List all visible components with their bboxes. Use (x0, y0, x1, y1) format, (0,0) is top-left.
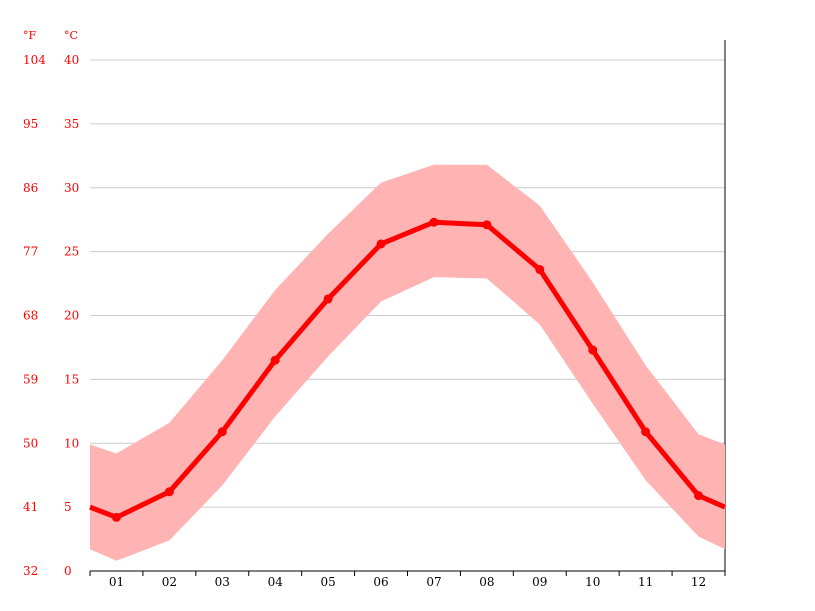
mean-point (217, 427, 227, 437)
y-tick-label-fahrenheit: 104 (23, 53, 46, 67)
y-tick-label-fahrenheit: 50 (23, 436, 38, 450)
mean-line-path (89, 219, 726, 520)
y-tick-label-celsius: 20 (64, 309, 79, 323)
x-tick-label: 01 (109, 575, 124, 589)
y-tick-label-celsius: 0 (64, 564, 72, 578)
temperature-range-band (90, 164, 725, 561)
range-band-area (90, 164, 725, 561)
y-tick-label-celsius: 10 (64, 436, 79, 450)
y-tick-label-celsius: 25 (64, 245, 79, 259)
mean-point (641, 427, 651, 437)
y-tick-label-fahrenheit: 86 (23, 181, 38, 195)
mean-temperature-line (89, 219, 726, 520)
mean-point (694, 491, 704, 501)
y-axis-ticks: 32 0 41 5 50 10 59 15 68 20 77 25 86 30 95 35 104 40 (23, 53, 79, 578)
y-tick-label-celsius: 5 (64, 500, 72, 514)
x-tick-label: 06 (373, 575, 388, 589)
mean-point (429, 217, 439, 227)
x-axis: 01 02 03 04 05 06 07 08 09 10 11 12 (89, 570, 726, 589)
mean-point (588, 345, 598, 355)
x-tick-label: 08 (479, 575, 494, 589)
y-tick-label-fahrenheit: 77 (23, 245, 38, 259)
x-tick-label: 02 (162, 575, 177, 589)
x-tick-label: 09 (532, 575, 547, 589)
x-tick-label: 05 (320, 575, 335, 589)
mean-point (270, 355, 280, 365)
mean-point (164, 487, 174, 497)
x-tick-label: 11 (638, 575, 653, 589)
y-tick-label-celsius: 35 (64, 117, 79, 131)
x-tick-label: 03 (215, 575, 230, 589)
mean-point (376, 239, 386, 249)
y-tick-label-celsius: 15 (64, 372, 79, 386)
x-tick-label: 07 (426, 575, 441, 589)
mean-temperature-points (111, 217, 704, 522)
y-tick-label-celsius: 30 (64, 181, 79, 195)
mean-point (482, 220, 492, 230)
y-tick-label-fahrenheit: 59 (23, 372, 38, 386)
mean-point (323, 294, 333, 304)
mean-point (111, 512, 121, 522)
x-tick-label: 04 (268, 575, 284, 589)
celsius-unit-label: °C (64, 29, 78, 42)
y-tick-label-fahrenheit: 68 (23, 309, 38, 323)
x-tick-label: 12 (691, 575, 706, 589)
fahrenheit-unit-label: °F (23, 29, 37, 42)
mean-point (535, 265, 545, 275)
y-tick-label-fahrenheit: 41 (23, 500, 38, 514)
y-tick-label-celsius: 40 (64, 53, 79, 67)
y-tick-label-fahrenheit: 95 (23, 117, 38, 131)
x-tick-label: 10 (585, 575, 600, 589)
y-tick-label-fahrenheit: 32 (23, 564, 38, 578)
